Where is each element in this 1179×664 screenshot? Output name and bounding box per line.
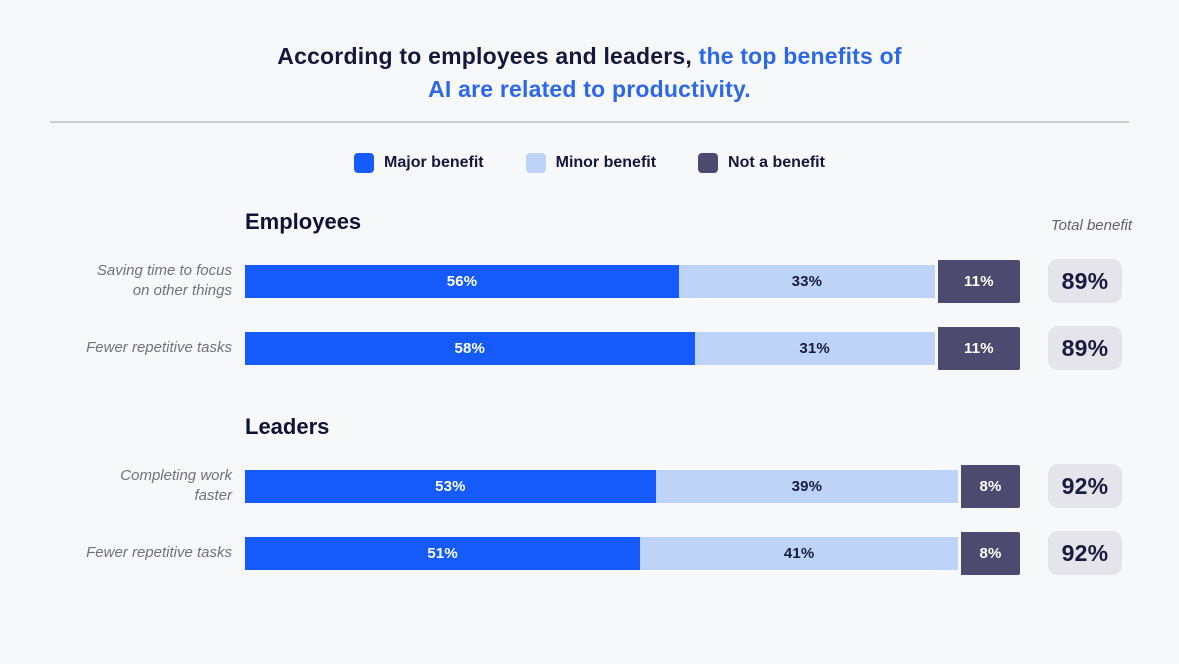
bar-segment-minor-benefit: 39% xyxy=(655,469,958,503)
stacked-bar: 56% 33% 11% xyxy=(245,259,1020,303)
chart-body: Employees Total benefit Saving time to f… xyxy=(0,207,1179,575)
row-category-label: Saving time to focus on other things xyxy=(96,262,232,299)
chart-row: Saving time to focus on other things 56% … xyxy=(0,259,1179,303)
bar-segment-not-a-benefit: 11% xyxy=(934,259,1020,303)
bar-segment-not-a-benefit: 8% xyxy=(958,531,1020,575)
title-dark-part: According to employees and leaders, xyxy=(277,43,699,69)
bar-segment-minor-benefit: 33% xyxy=(679,264,935,298)
total-benefit-value: 89% xyxy=(1061,267,1109,294)
legend-label: Major benefit xyxy=(384,154,484,171)
section-title: Employees xyxy=(245,209,362,234)
total-benefit-badge: 89% xyxy=(1048,326,1122,370)
segment-value-label: 8% xyxy=(979,544,1002,562)
total-benefit-value: 92% xyxy=(1061,472,1109,499)
segment-value-label: 41% xyxy=(783,544,815,562)
legend-item-major-benefit: Major benefit xyxy=(354,153,484,173)
segment-value-label: 31% xyxy=(799,339,830,357)
bar-segment-major-benefit: 58% xyxy=(245,331,695,365)
title-highlight-line1: the top benefits of xyxy=(698,43,902,69)
bar-segment-major-benefit: 56% xyxy=(245,264,679,298)
section-title: Leaders xyxy=(245,414,330,439)
segment-value-label: 53% xyxy=(435,477,466,495)
legend-item-minor-benefit: Minor benefit xyxy=(525,153,657,173)
title-highlight-line2: AI are related to productivity. xyxy=(428,76,751,102)
legend-label: Not a benefit xyxy=(728,154,825,171)
chart-row: Fewer repetitive tasks 51% 41% 8% 92% xyxy=(0,531,1179,575)
bar-segment-major-benefit: 53% xyxy=(245,469,656,503)
bar-segment-not-a-benefit: 11% xyxy=(934,326,1020,370)
total-benefit-column-label: Total benefit xyxy=(1050,217,1132,234)
section-header-row: Leaders xyxy=(0,412,1179,442)
bar-segment-minor-benefit: 41% xyxy=(640,536,958,570)
bar-segment-not-a-benefit: 8% xyxy=(958,464,1020,508)
chart-title: According to employees and leaders, the … xyxy=(0,0,1179,106)
row-category-label: Fewer repetitive tasks xyxy=(86,544,232,561)
segment-value-label: 56% xyxy=(446,272,478,290)
segment-value-label: 39% xyxy=(791,477,823,495)
row-category-label: Completing work faster xyxy=(120,467,232,504)
chart-section: Employees Total benefit Saving time to f… xyxy=(0,207,1179,370)
minor-benefit-swatch-icon xyxy=(525,153,546,173)
row-category-label: Fewer repetitive tasks xyxy=(86,339,232,356)
total-benefit-badge: 92% xyxy=(1048,464,1122,508)
segment-value-label: 58% xyxy=(454,339,486,357)
chart-row: Fewer repetitive tasks 58% 31% 11% 89% xyxy=(0,326,1179,370)
segment-value-label: 33% xyxy=(791,272,823,290)
total-benefit-badge: 92% xyxy=(1048,531,1122,575)
legend-item-not-a-benefit: Not a benefit xyxy=(698,153,825,173)
stacked-bar: 58% 31% 11% xyxy=(245,326,1020,370)
chart-row: Completing work faster 53% 39% 8% 92% xyxy=(0,464,1179,508)
legend-label: Minor benefit xyxy=(555,154,657,171)
total-benefit-badge: 89% xyxy=(1048,259,1122,303)
stacked-bar: 51% 41% 8% xyxy=(245,531,1020,575)
bar-segment-major-benefit: 51% xyxy=(245,536,641,570)
segment-value-label: 51% xyxy=(427,544,458,562)
section-header-row: Employees Total benefit xyxy=(0,207,1179,237)
chart-legend: Major benefit Minor benefit Not a benefi… xyxy=(0,153,1179,173)
chart-section: Leaders Completing work faster 53% 39% 8%… xyxy=(0,412,1179,575)
total-benefit-value: 92% xyxy=(1061,539,1109,566)
section-rows: Completing work faster 53% 39% 8% 92% Few… xyxy=(0,464,1179,575)
not-a-benefit-swatch-icon xyxy=(698,153,719,173)
segment-value-label: 8% xyxy=(979,477,1002,495)
segment-value-label: 11% xyxy=(963,272,994,290)
major-benefit-swatch-icon xyxy=(354,153,375,173)
total-benefit-value: 89% xyxy=(1061,334,1109,361)
bar-segment-minor-benefit: 31% xyxy=(694,331,935,365)
stacked-bar: 53% 39% 8% xyxy=(245,464,1020,508)
title-divider xyxy=(50,121,1129,123)
section-rows: Saving time to focus on other things 56% … xyxy=(0,259,1179,370)
segment-value-label: 11% xyxy=(963,339,994,357)
